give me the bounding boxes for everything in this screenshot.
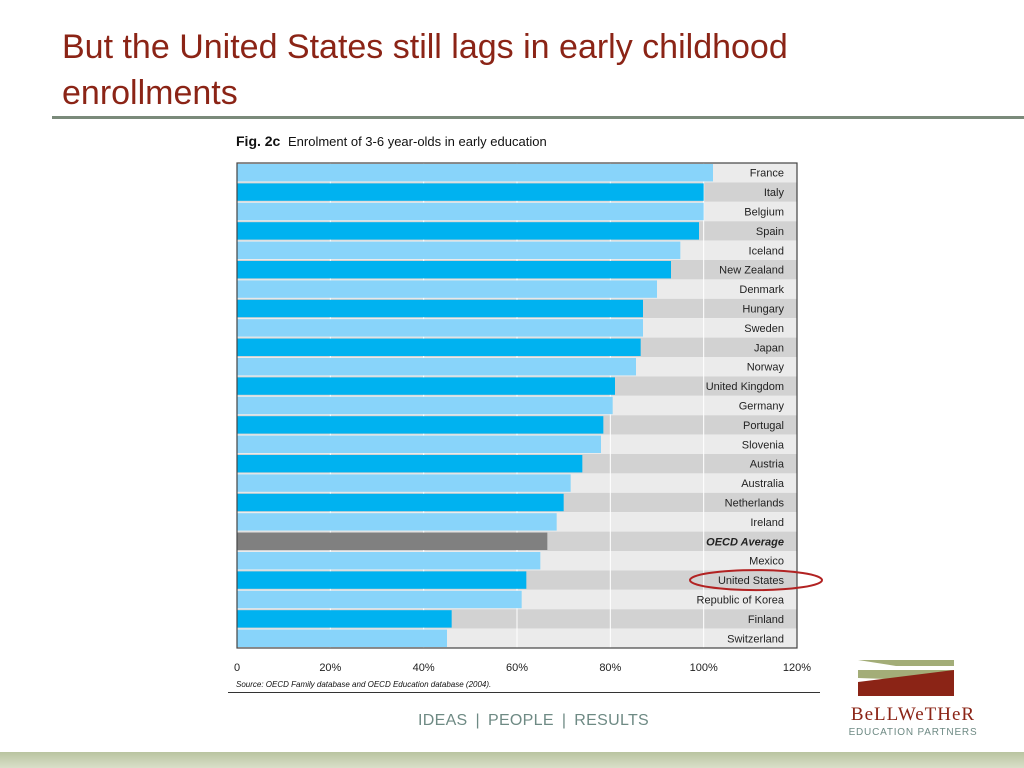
- category-label: Hungary: [742, 304, 784, 316]
- x-tick-label: 100%: [690, 662, 718, 674]
- category-label: Switzerland: [727, 633, 784, 645]
- bar: [237, 261, 671, 279]
- bar: [237, 552, 541, 570]
- tagline-results: RESULTS: [574, 712, 650, 729]
- category-label: Mexico: [749, 556, 784, 568]
- tagline-separator: |: [475, 712, 480, 729]
- bar: [237, 319, 643, 337]
- bar: [237, 435, 601, 453]
- tagline-ideas: IDEAS: [418, 712, 468, 729]
- title-divider: [52, 116, 1024, 119]
- category-label: Norway: [747, 362, 785, 374]
- bar: [237, 610, 452, 628]
- x-tick-label: 60%: [506, 662, 528, 674]
- bar: [237, 299, 643, 318]
- category-label: Sweden: [744, 323, 784, 335]
- category-label: France: [750, 168, 784, 180]
- category-label: Netherlands: [725, 498, 785, 510]
- category-label: Finland: [748, 614, 784, 626]
- category-label: OECD Average: [706, 536, 784, 548]
- x-tick-label: 40%: [413, 662, 435, 674]
- bar: [237, 164, 713, 182]
- x-tick-label: 120%: [783, 662, 811, 674]
- bar: [237, 571, 527, 589]
- bar: [237, 222, 699, 240]
- category-label: Portugal: [743, 420, 784, 432]
- footer-divider: [228, 692, 820, 693]
- highlight-ellipse: [689, 569, 823, 592]
- category-label: Slovenia: [742, 439, 785, 451]
- category-label: Republic of Korea: [697, 595, 785, 607]
- bar: [237, 280, 657, 298]
- bar: [237, 183, 704, 201]
- category-label: Italy: [764, 187, 785, 199]
- category-label: United States: [718, 575, 785, 587]
- x-tick-label: 80%: [599, 662, 621, 674]
- bar: [237, 416, 604, 434]
- bar: [237, 241, 681, 259]
- category-label: New Zealand: [719, 265, 784, 277]
- figure-number: Fig. 2c: [236, 133, 281, 149]
- bar: [237, 377, 615, 395]
- category-label: Germany: [739, 401, 785, 413]
- bar: [237, 358, 636, 376]
- bar: [237, 590, 522, 609]
- bar: [237, 202, 704, 221]
- bar: [237, 396, 613, 415]
- slide-title: But the United States still lags in earl…: [62, 28, 788, 112]
- chart-frame: [236, 162, 798, 649]
- x-tick-label: 0: [234, 662, 240, 674]
- category-label: Austria: [750, 459, 785, 471]
- category-label: Spain: [756, 226, 784, 238]
- category-label: Belgium: [744, 207, 784, 219]
- category-label: Iceland: [749, 245, 784, 257]
- category-label: Japan: [754, 342, 784, 354]
- tagline: IDEAS | PEOPLE | RESULTS: [418, 712, 649, 730]
- logo-subtitle: EDUCATION PARTNERS: [848, 727, 978, 738]
- bar: [237, 513, 557, 531]
- category-label: Australia: [741, 478, 785, 490]
- bar: [237, 532, 548, 550]
- bottom-band: [0, 752, 1024, 768]
- bellwether-logo-icon: [858, 660, 954, 696]
- bar: [237, 474, 571, 492]
- bar: [237, 455, 583, 473]
- bar: [237, 493, 564, 512]
- tagline-people: PEOPLE: [487, 712, 554, 729]
- category-label: Denmark: [739, 284, 784, 296]
- bar: [237, 629, 447, 647]
- tagline-separator: |: [561, 712, 567, 729]
- category-label: United Kingdom: [706, 381, 784, 393]
- x-tick-label: 20%: [319, 662, 341, 674]
- figure-caption: Fig. 2c Enrolment of 3-6 year-olds in ea…: [236, 133, 547, 149]
- source-note: Source: OECD Family database and OECD Ed…: [236, 680, 492, 689]
- category-label: Ireland: [750, 517, 784, 529]
- figure-caption-text: Enrolment of 3-6 year-olds in early educ…: [287, 134, 547, 149]
- bar: [237, 338, 641, 356]
- logo-name: BeLLWeTHeR: [850, 704, 976, 725]
